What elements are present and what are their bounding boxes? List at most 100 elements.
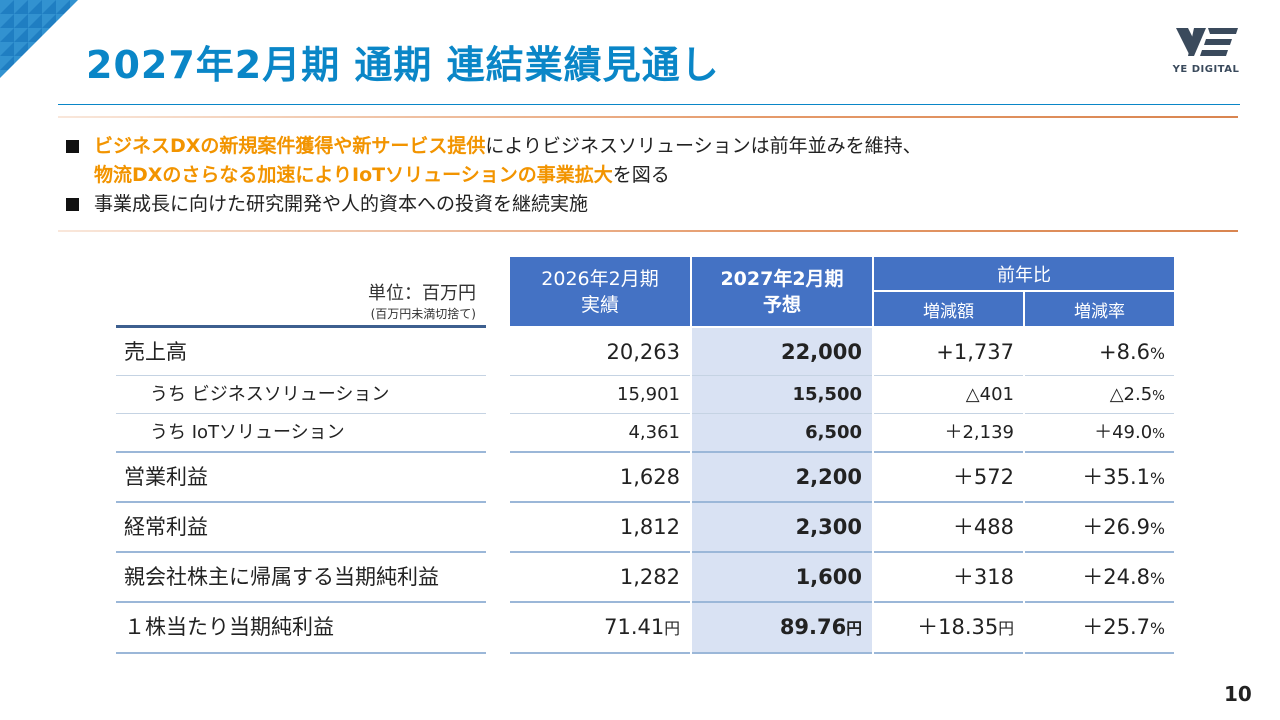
bullet-square-icon bbox=[66, 198, 79, 211]
row-divider bbox=[1025, 601, 1174, 603]
row-label: うち IoTソリューション bbox=[150, 422, 345, 443]
cell-rate-unit: % bbox=[1150, 344, 1165, 363]
cell-change-value: ＋572 bbox=[952, 465, 1014, 489]
cell-actual: 15,901 bbox=[510, 376, 680, 414]
bullet-item-continuation: 物流DXのさらなる加速によりIoTソリューションの事業拡大を図る bbox=[64, 161, 922, 190]
cell-actual-unit: 円 bbox=[664, 619, 680, 638]
cell-rate: ＋24.8% bbox=[1025, 552, 1165, 604]
cell-actual: 4,361 bbox=[510, 414, 680, 452]
row-label: 経常利益 bbox=[124, 515, 208, 539]
cell-forecast-unit: 円 bbox=[846, 619, 862, 638]
row-divider bbox=[510, 652, 690, 654]
cell-forecast-value: 22,000 bbox=[780, 340, 862, 364]
header-forecast-label: 予想 bbox=[762, 293, 801, 316]
header-change: 増減額 bbox=[874, 292, 1023, 326]
row-divider bbox=[1025, 652, 1174, 654]
row-label: 売上高 bbox=[124, 340, 187, 364]
cell-forecast: 22,000 bbox=[692, 328, 862, 376]
row-divider bbox=[116, 375, 486, 376]
row-divider bbox=[116, 652, 486, 654]
cell-actual-value: 1,628 bbox=[619, 465, 680, 489]
cell-rate-unit: % bbox=[1150, 519, 1165, 538]
cell-rate-unit: % bbox=[1150, 619, 1165, 638]
row-divider bbox=[1025, 501, 1174, 503]
cell-forecast: 1,600 bbox=[692, 552, 862, 602]
cell-forecast: 89.76円 bbox=[692, 602, 862, 654]
row-label: 営業利益 bbox=[124, 465, 208, 489]
row-divider bbox=[692, 375, 872, 376]
cell-actual: 1,282 bbox=[510, 552, 680, 602]
row-divider bbox=[874, 413, 1023, 414]
cell-rate-value: ＋24.8 bbox=[1082, 565, 1151, 589]
cell-rate-unit: % bbox=[1150, 469, 1165, 488]
cell-rate: ＋49.0% bbox=[1025, 414, 1165, 453]
bullets-bottom-divider bbox=[58, 230, 1238, 232]
row-divider bbox=[1025, 451, 1174, 453]
cell-change: ＋488 bbox=[874, 502, 1014, 552]
cell-forecast: 15,500 bbox=[692, 376, 862, 414]
row-divider bbox=[1025, 551, 1174, 553]
cell-rate-unit: % bbox=[1152, 426, 1165, 442]
cell-change-value: ＋318 bbox=[952, 565, 1014, 589]
table-unit: 単位：百万円 bbox=[368, 283, 476, 304]
row-divider bbox=[874, 551, 1023, 553]
row-divider bbox=[510, 551, 690, 553]
cell-rate: ＋25.7% bbox=[1025, 602, 1165, 654]
cell-change: ＋18.35円 bbox=[874, 602, 1014, 654]
cell-rate: +8.6% bbox=[1025, 328, 1165, 378]
cell-forecast-value: 6,500 bbox=[805, 422, 862, 443]
row-divider bbox=[874, 451, 1023, 453]
header-actual-period: 2026年2月期 bbox=[541, 267, 659, 290]
row-divider bbox=[874, 652, 1023, 654]
row-divider bbox=[116, 501, 486, 503]
cell-rate: ＋35.1% bbox=[1025, 452, 1165, 504]
cell-actual-value: 71.41 bbox=[604, 615, 665, 639]
cell-rate-value: ＋49.0 bbox=[1094, 422, 1153, 443]
bullet-item: ビジネスDXの新規案件獲得や新サービス提供によりビジネスソリューションは前年並み… bbox=[64, 132, 922, 161]
cell-rate-value: ＋26.9 bbox=[1082, 515, 1151, 539]
forecast-column-shade bbox=[692, 328, 872, 653]
row-divider bbox=[692, 413, 872, 414]
row-divider bbox=[116, 601, 486, 603]
cell-actual: 1,812 bbox=[510, 502, 680, 552]
row-label: うち ビジネスソリューション bbox=[150, 384, 390, 405]
page-title: 2027年2月期 通期 連結業績見通し bbox=[86, 43, 720, 87]
row-divider bbox=[116, 551, 486, 553]
row-divider bbox=[874, 601, 1023, 603]
cell-change-unit: 円 bbox=[998, 619, 1014, 638]
bullet-text: 事業成長に向けた研究開発や人的資本への投資を継続実施 bbox=[94, 193, 589, 215]
bullets-top-divider bbox=[58, 116, 1238, 118]
cell-change-value: ＋488 bbox=[952, 515, 1014, 539]
header-forecast-period: 2027年2月期 bbox=[720, 267, 844, 290]
cell-forecast-value: 1,600 bbox=[795, 565, 862, 589]
cell-change: ＋2,139 bbox=[874, 414, 1014, 452]
row-divider bbox=[116, 413, 486, 414]
row-divider bbox=[692, 601, 872, 603]
table-row: うち ビジネスソリューション 15,901 15,500 △401 △2.5% bbox=[0, 376, 1280, 414]
cell-change-value: ＋2,139 bbox=[944, 422, 1014, 443]
cell-change-value: +1,737 bbox=[936, 340, 1014, 364]
cell-forecast: 2,300 bbox=[692, 502, 862, 552]
cell-forecast: 6,500 bbox=[692, 414, 862, 452]
cell-forecast: 2,200 bbox=[692, 452, 862, 502]
cell-change-value: △401 bbox=[965, 384, 1014, 405]
table-row: 親会社株主に帰属する当期純利益 1,282 1,600 ＋318 ＋24.8% bbox=[0, 552, 1280, 602]
row-divider bbox=[692, 501, 872, 503]
bullet-text: を図る bbox=[612, 164, 670, 186]
cell-rate-unit: % bbox=[1150, 569, 1165, 588]
cell-actual-value: 1,812 bbox=[619, 515, 680, 539]
cell-actual-value: 15,901 bbox=[617, 384, 680, 405]
cell-change: △401 bbox=[874, 376, 1014, 414]
cell-change: +1,737 bbox=[874, 328, 1014, 376]
row-divider bbox=[510, 451, 690, 453]
table-row: １株当たり当期純利益 71.41円 89.76円 ＋18.35円 ＋25.7% bbox=[0, 602, 1280, 653]
cell-rate-value: +8.6 bbox=[1099, 340, 1151, 364]
header-actual-label: 実績 bbox=[580, 293, 619, 316]
header-yoy: 前年比 bbox=[874, 257, 1174, 290]
company-logo: YE DIGITAL bbox=[1166, 24, 1248, 78]
header-forecast: 2027年2月期 予想 bbox=[692, 257, 872, 326]
cell-rate-value: ＋25.7 bbox=[1082, 615, 1151, 639]
cell-forecast-value: 2,200 bbox=[795, 465, 862, 489]
table-row: 売上高 20,263 22,000 +1,737 +8.6% bbox=[0, 328, 1280, 376]
row-divider bbox=[1025, 375, 1174, 376]
